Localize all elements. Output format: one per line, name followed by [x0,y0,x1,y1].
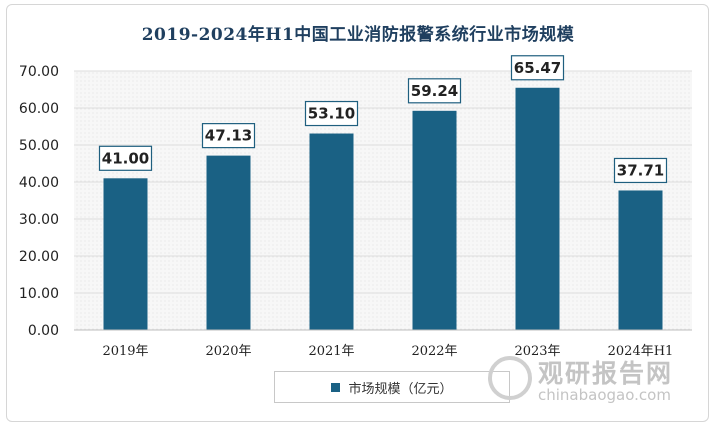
data-label-box [201,123,256,149]
chart-legend: 市场规模（亿元） [274,371,510,403]
y-tick-label: 60.00 [19,101,59,117]
y-tick-label: 30.00 [19,212,59,228]
y-tick-label: 20.00 [19,249,59,265]
plot-area [74,71,692,330]
y-tick-label: 50.00 [19,138,59,154]
bar [206,155,251,330]
legend-label: 市场规模（亿元） [348,381,453,397]
x-tick-label: 2021年 [308,344,354,359]
bar [103,178,148,330]
bar [412,110,457,330]
y-tick-label: 40.00 [19,175,59,191]
data-label: 37.71 [617,161,664,179]
chart-title: 2019-2024年H1中国工业消防报警系统行业市场规模 [141,25,575,45]
y-tick-label: 70.00 [19,64,59,80]
data-label-box [98,145,153,171]
x-tick-label: 2024年H1 [608,344,674,359]
data-label: 65.47 [514,59,561,77]
data-label: 53.10 [308,105,355,123]
bar [515,87,560,330]
data-label-box [407,78,462,104]
y-tick-label: 10.00 [19,286,59,302]
y-tick-label: 0.00 [28,323,59,339]
bar [309,133,354,330]
legend-swatch [331,382,341,392]
data-label: 47.13 [205,127,252,145]
data-label: 41.00 [102,149,149,167]
x-tick-label: 2019年 [102,344,148,359]
data-label-box [613,157,668,184]
data-label-box [304,100,359,127]
x-tick-label: 2022年 [411,344,457,359]
x-tick-label: 2023年 [514,344,560,359]
bar [618,190,663,330]
x-tick-label: 2020年 [205,344,251,359]
data-label-box [510,55,565,81]
data-label: 59.24 [411,82,458,100]
